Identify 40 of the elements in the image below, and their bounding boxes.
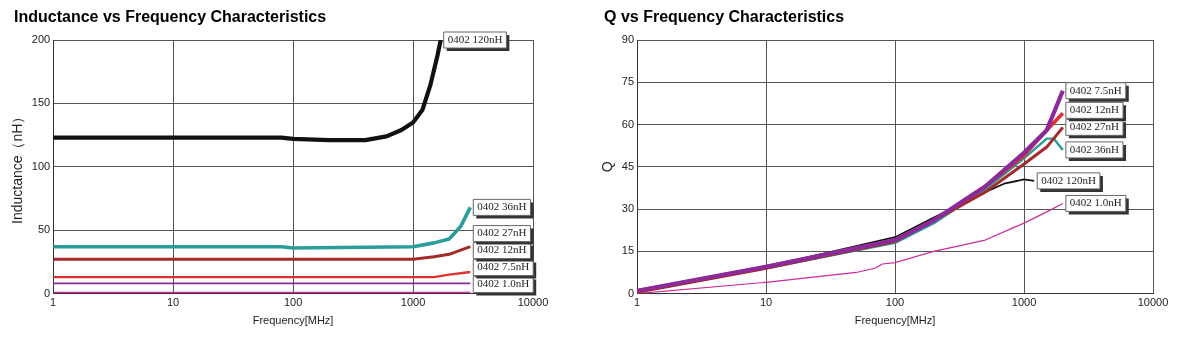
y-axis-title: Q xyxy=(599,161,616,173)
y-tick-label: 15 xyxy=(621,244,635,257)
y-tick-label: 0 xyxy=(627,286,635,299)
x-tick-label: 1000 xyxy=(1011,296,1037,309)
y-tick-label: 60 xyxy=(621,117,635,130)
series-label: 0402 12nH xyxy=(477,243,527,256)
x-tick-label: 10 xyxy=(166,296,180,309)
x-tick-label: 10000 xyxy=(517,296,549,309)
y-tick-label: 100 xyxy=(31,159,51,172)
y-tick-label: 90 xyxy=(621,33,635,46)
series-label: 0402 36nH xyxy=(477,200,527,213)
series-label: 0402 7.5nH xyxy=(477,260,530,273)
series-label: 0402 27nH xyxy=(1069,120,1120,133)
y-tick-label: 30 xyxy=(621,202,635,215)
y-tick-label: 150 xyxy=(31,96,51,109)
x-tick-label: 100 xyxy=(885,296,905,309)
x-tick-label: 10 xyxy=(759,296,773,309)
y-tick-label: 0 xyxy=(44,286,51,299)
series-label: 0402 12nH xyxy=(1069,103,1120,116)
y-tick-label: 200 xyxy=(31,33,51,46)
series-label: 0402 1.0nH xyxy=(477,277,530,290)
x-tick-label: 1 xyxy=(633,296,641,309)
y-tick-label: 50 xyxy=(37,223,51,236)
x-axis-title: Frequency[MHz] xyxy=(854,314,936,327)
chart-title: Q vs Frequency Characteristics xyxy=(603,8,846,27)
x-tick-label: 10000 xyxy=(1137,296,1169,309)
y-tick-label: 45 xyxy=(621,159,635,172)
y-axis-title: Inductance（nH） xyxy=(9,109,26,224)
y-tick-label: 75 xyxy=(621,75,635,88)
series-label: 0402 7.5nH xyxy=(1069,83,1122,96)
chart-title: Inductance vs Frequency Characteristics xyxy=(13,8,328,27)
series-label: 0402 120nH xyxy=(447,32,503,45)
series-label: 0402 120nH xyxy=(1041,173,1096,186)
x-tick-label: 100 xyxy=(283,296,303,309)
series-label: 0402 1.0nH xyxy=(1069,196,1122,209)
x-tick-label: 1000 xyxy=(400,296,426,309)
series-label: 0402 27nH xyxy=(477,226,527,239)
x-tick-label: 1 xyxy=(50,296,57,309)
series-label: 0402 36nH xyxy=(1069,142,1120,155)
x-axis-title: Frequency[MHz] xyxy=(252,314,334,327)
